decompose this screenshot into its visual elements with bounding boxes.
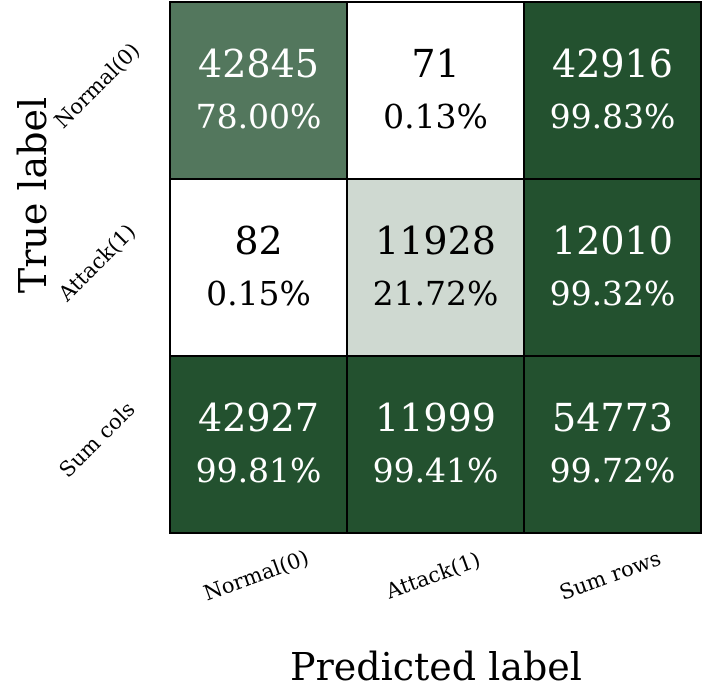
cell-percent-r0-c2: 99.83%	[550, 97, 676, 136]
cell-percent-r2-c0: 99.81%	[196, 451, 322, 490]
y-axis-label: True label	[11, 97, 55, 293]
cell-count-r1-c0: 82	[234, 219, 282, 263]
matrix-cell-r0-c2	[523, 1, 702, 180]
y-tick-label-0: Normal(0)	[50, 38, 145, 133]
cell-count-r2-c0: 42927	[198, 396, 319, 440]
matrix-cell-r2-c1	[346, 355, 525, 534]
cell-percent-r0-c0: 78.00%	[196, 97, 322, 136]
matrix-cell-r0-c1	[346, 1, 525, 180]
cell-count-r1-c1: 11928	[375, 219, 496, 263]
cell-count-r0-c2: 42916	[552, 42, 673, 86]
matrix-cell-r1-c1	[346, 178, 525, 357]
y-tick-label-1: Attack(1)	[53, 219, 140, 306]
cell-count-r1-c2: 12010	[552, 219, 673, 263]
cell-percent-r0-c1: 0.13%	[383, 97, 488, 136]
cell-count-r2-c2: 54773	[552, 396, 673, 440]
matrix-cell-r1-c0	[169, 178, 348, 357]
x-tick-label-2: Sum rows	[556, 546, 664, 605]
x-tick-label-1: Attack(1)	[382, 547, 484, 604]
cell-percent-r1-c1: 21.72%	[373, 274, 499, 313]
cell-percent-r2-c2: 99.72%	[550, 451, 676, 490]
cell-count-r0-c1: 71	[411, 42, 459, 86]
matrix-cell-r2-c0	[169, 355, 348, 534]
matrix-cells: 42845 78.00% 71 0.13% 42916 99.83% 82 0.15% 1192…	[169, 1, 702, 534]
matrix-cell-r1-c2	[523, 178, 702, 357]
x-axis-label: Predicted label	[290, 645, 582, 689]
cell-percent-r1-c2: 99.32%	[550, 274, 676, 313]
matrix-cell-r2-c2	[523, 355, 702, 534]
cell-percent-r2-c1: 99.41%	[373, 451, 499, 490]
x-tick-label-0: Normal(0)	[200, 545, 312, 605]
matrix-cell-r0-c0	[169, 1, 348, 180]
cell-count-r2-c1: 11999	[375, 396, 496, 440]
y-tick-label-2: Sum cols	[54, 397, 139, 482]
cell-percent-r1-c0: 0.15%	[206, 274, 311, 313]
cell-count-r0-c0: 42845	[198, 42, 319, 86]
